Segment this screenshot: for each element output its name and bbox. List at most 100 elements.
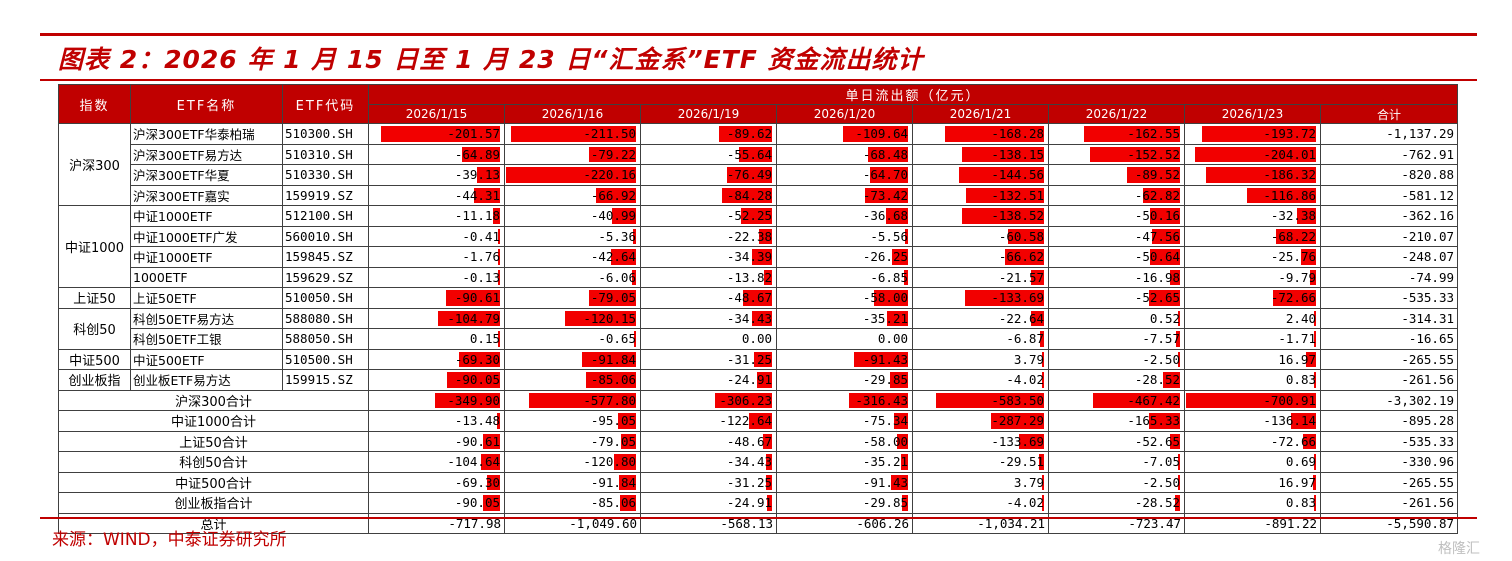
value-cell: -6.87 (912, 328, 1049, 350)
summary-name-cell: 沪深300合计 (58, 389, 369, 411)
outflow-bar (965, 290, 1044, 306)
outflow-bar (446, 290, 500, 306)
value-text: -109.64 (855, 126, 908, 142)
date-column-header: 2026/1/21 (912, 104, 1049, 124)
value-text: -201.57 (447, 126, 500, 142)
value-cell: -91.43 (776, 471, 913, 493)
outflow-bar (1143, 187, 1180, 203)
row-total-cell: -581.12 (1320, 184, 1458, 206)
value-cell: -79.22 (504, 143, 641, 165)
row-total-cell: -261.56 (1320, 369, 1458, 391)
value-cell: -132.51 (912, 184, 1049, 206)
value-text: -66.62 (998, 249, 1044, 265)
value-cell: -34.43 (640, 451, 777, 473)
value-text: -25.76 (1270, 249, 1316, 265)
value-text: -144.56 (991, 167, 1044, 183)
summary-row: 上证50合计 -90.61 -79.05 -48.67 -58.00 -133.69 -52… (58, 430, 1458, 452)
value-cell: -165.33 (1048, 410, 1185, 432)
value-cell: -91.84 (504, 348, 641, 370)
index-column-header: 指数 (58, 84, 131, 124)
outflow-bar (1314, 310, 1316, 326)
outflow-bar (1178, 351, 1180, 367)
outflow-bar (849, 392, 908, 408)
value-text: -85.06 (590, 372, 636, 388)
outflow-bar (1005, 249, 1044, 265)
value-text: -69.30 (454, 351, 500, 367)
outflow-bar (752, 249, 772, 265)
value-cell: -11.18 (368, 205, 505, 227)
value-text: -90.61 (454, 433, 500, 449)
value-cell: -35.21 (776, 307, 913, 329)
summary-total-cell: -895.28 (1320, 410, 1458, 432)
outflow-bar (892, 249, 908, 265)
value-cell: 0.83 (1184, 492, 1321, 514)
table-row: 沪深300ETF嘉实 159919.SZ -44.31 -66.92 -84.28 -73… (59, 184, 1458, 206)
outflow-bar (757, 372, 772, 388)
outflow-bar (498, 249, 500, 265)
outflow-bar (966, 187, 1044, 203)
value-text: -5.36 (598, 228, 636, 244)
outflow-bar (634, 331, 636, 347)
value-cell: -52.65 (1048, 430, 1185, 452)
date-column-header: 2026/1/16 (504, 104, 641, 124)
outflow-bar (483, 433, 500, 449)
value-text: -64.89 (454, 146, 500, 162)
value-text: -91.84 (590, 474, 636, 490)
etf-code-cell: 588050.SH (282, 328, 369, 350)
value-text: -50.16 (1134, 208, 1180, 224)
value-text: -186.32 (1263, 167, 1316, 183)
outflow-bar (715, 392, 772, 408)
value-cell: -66.92 (504, 184, 641, 206)
value-text: -5.56 (870, 228, 908, 244)
value-text: -52.65 (1134, 290, 1180, 306)
value-cell: -72.66 (1184, 287, 1321, 309)
summary-total-cell: -330.96 (1320, 451, 1458, 473)
outflow-bar (1039, 454, 1044, 470)
value-text: -287.29 (991, 413, 1044, 429)
daily-outflow-group-header: 单日流出额（亿元） (368, 84, 1458, 105)
outflow-bar (854, 351, 908, 367)
value-cell: 0.83 (1184, 369, 1321, 391)
etf-outflow-table: 指数 ETF名称 ETF代码 单日流出额（亿元） 2026/1/15 2026/1… (58, 84, 1458, 534)
value-cell: -91.84 (504, 471, 641, 493)
value-cell: -90.05 (368, 369, 505, 391)
value-text: -48.67 (726, 433, 772, 449)
outflow-bar (614, 454, 636, 470)
outflow-bar (632, 269, 636, 285)
outflow-bar (381, 126, 500, 142)
value-text: -44.31 (454, 187, 500, 203)
outflow-bar (589, 146, 636, 162)
value-text: -69.30 (454, 474, 500, 490)
value-cell: -122.64 (640, 410, 777, 432)
value-cell: -47.56 (1048, 225, 1185, 247)
etf-name-cell: 中证1000ETF广发 (130, 225, 283, 247)
value-cell: -85.06 (504, 369, 641, 391)
value-text: -34.43 (726, 454, 772, 470)
value-cell: -7.57 (1048, 328, 1185, 350)
value-text: -577.80 (583, 392, 636, 408)
value-text: 0.00 (741, 331, 772, 347)
value-text: -28.52 (1134, 372, 1180, 388)
index-group-cell: 科创50 (58, 307, 131, 350)
outflow-bar (886, 208, 908, 224)
value-cell: -577.80 (504, 389, 641, 411)
table-row: 1000ETF 159629.SZ -0.13 -6.06 -13.82 -6.85 -21… (59, 266, 1458, 288)
value-text: -66.92 (590, 187, 636, 203)
outflow-bar (868, 146, 908, 162)
outflow-bar (1019, 433, 1044, 449)
value-text: -193.72 (1263, 126, 1316, 142)
row-total-cell: -265.55 (1320, 348, 1458, 370)
value-cell: -7.05 (1048, 451, 1185, 473)
outflow-bar (843, 126, 908, 142)
etf-code-cell: 510310.SH (282, 143, 369, 165)
etf-name-cell: 1000ETF (130, 266, 283, 288)
date-column-header: 2026/1/23 (1184, 104, 1321, 124)
value-text: -29.85 (862, 495, 908, 511)
value-cell: -0.41 (368, 225, 505, 247)
table-row: 沪深300ETF易方达 510310.SH -64.89 -79.22 -55.64 -6… (59, 143, 1458, 165)
outflow-bar (481, 454, 500, 470)
value-text: 0.69 (1285, 454, 1316, 470)
value-cell: -39.13 (368, 164, 505, 186)
value-cell: -138.15 (912, 143, 1049, 165)
etf-code-cell: 159915.SZ (282, 369, 369, 391)
